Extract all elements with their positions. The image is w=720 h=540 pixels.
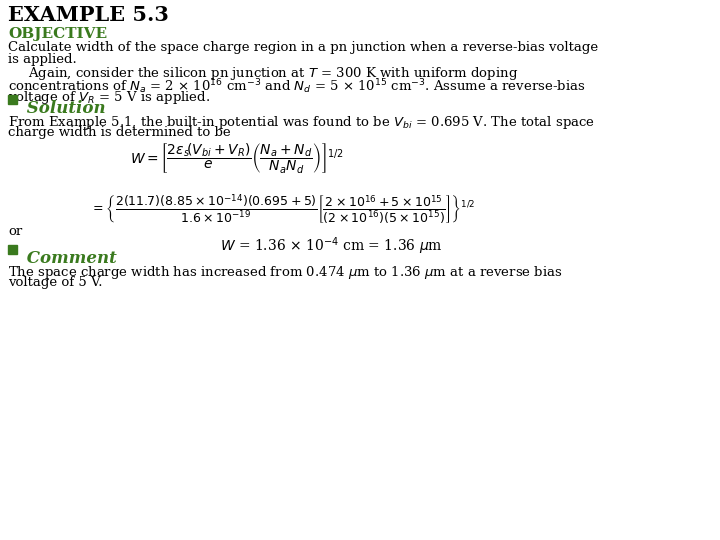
Text: is applied.: is applied. (8, 53, 77, 66)
Text: $= \left\{\dfrac{2(11.7)(8.85\times10^{-14})(0.695+5)}{1.6\times10^{-19}}\left[\: $= \left\{\dfrac{2(11.7)(8.85\times10^{-… (90, 192, 475, 226)
Text: OBJECTIVE: OBJECTIVE (8, 27, 107, 41)
Bar (8, 245, 17, 254)
Text: concentrations of $\mathit{N}_a$ = 2 $\times$ 10$^{16}$ cm$^{-3}$ and $\mathit{N: concentrations of $\mathit{N}_a$ = 2 $\t… (8, 77, 585, 96)
Bar (8, 95, 17, 104)
Text: EXAMPLE 5.3: EXAMPLE 5.3 (8, 5, 169, 25)
Text: Calculate width of the space charge region in a pn junction when a reverse-bias : Calculate width of the space charge regi… (8, 41, 598, 54)
Text: or: or (8, 225, 22, 238)
Text: voltage of 5 V.: voltage of 5 V. (8, 276, 102, 289)
Text: Again, consider the silicon pn junction at $T$ = 300 K with uniform doping: Again, consider the silicon pn junction … (28, 65, 518, 82)
Text: voltage of $\mathit{V}_R$ = 5 V is applied.: voltage of $\mathit{V}_R$ = 5 V is appli… (8, 89, 210, 106)
Text: charge width is determined to be: charge width is determined to be (8, 126, 230, 139)
Text: $\mathit{W}$ = 1.36 $\times$ 10$^{-4}$ cm = 1.36 $\mu$m: $\mathit{W}$ = 1.36 $\times$ 10$^{-4}$ c… (220, 235, 443, 256)
Text: Solution: Solution (21, 100, 106, 117)
Text: The space charge width has increased from 0.474 $\mu$m to 1.36 $\mu$m at a rever: The space charge width has increased fro… (8, 264, 563, 281)
Text: From Example 5.1, the built-in potential was found to be $\mathit{V}_{bi}$ = 0.6: From Example 5.1, the built-in potential… (8, 114, 595, 131)
Text: $\mathit{W} = \left[\dfrac{2\varepsilon_s\!\left(\mathit{V}_{bi}+\mathit{V}_R\ri: $\mathit{W} = \left[\dfrac{2\varepsilon_… (130, 142, 343, 176)
Text: Comment: Comment (21, 250, 117, 267)
